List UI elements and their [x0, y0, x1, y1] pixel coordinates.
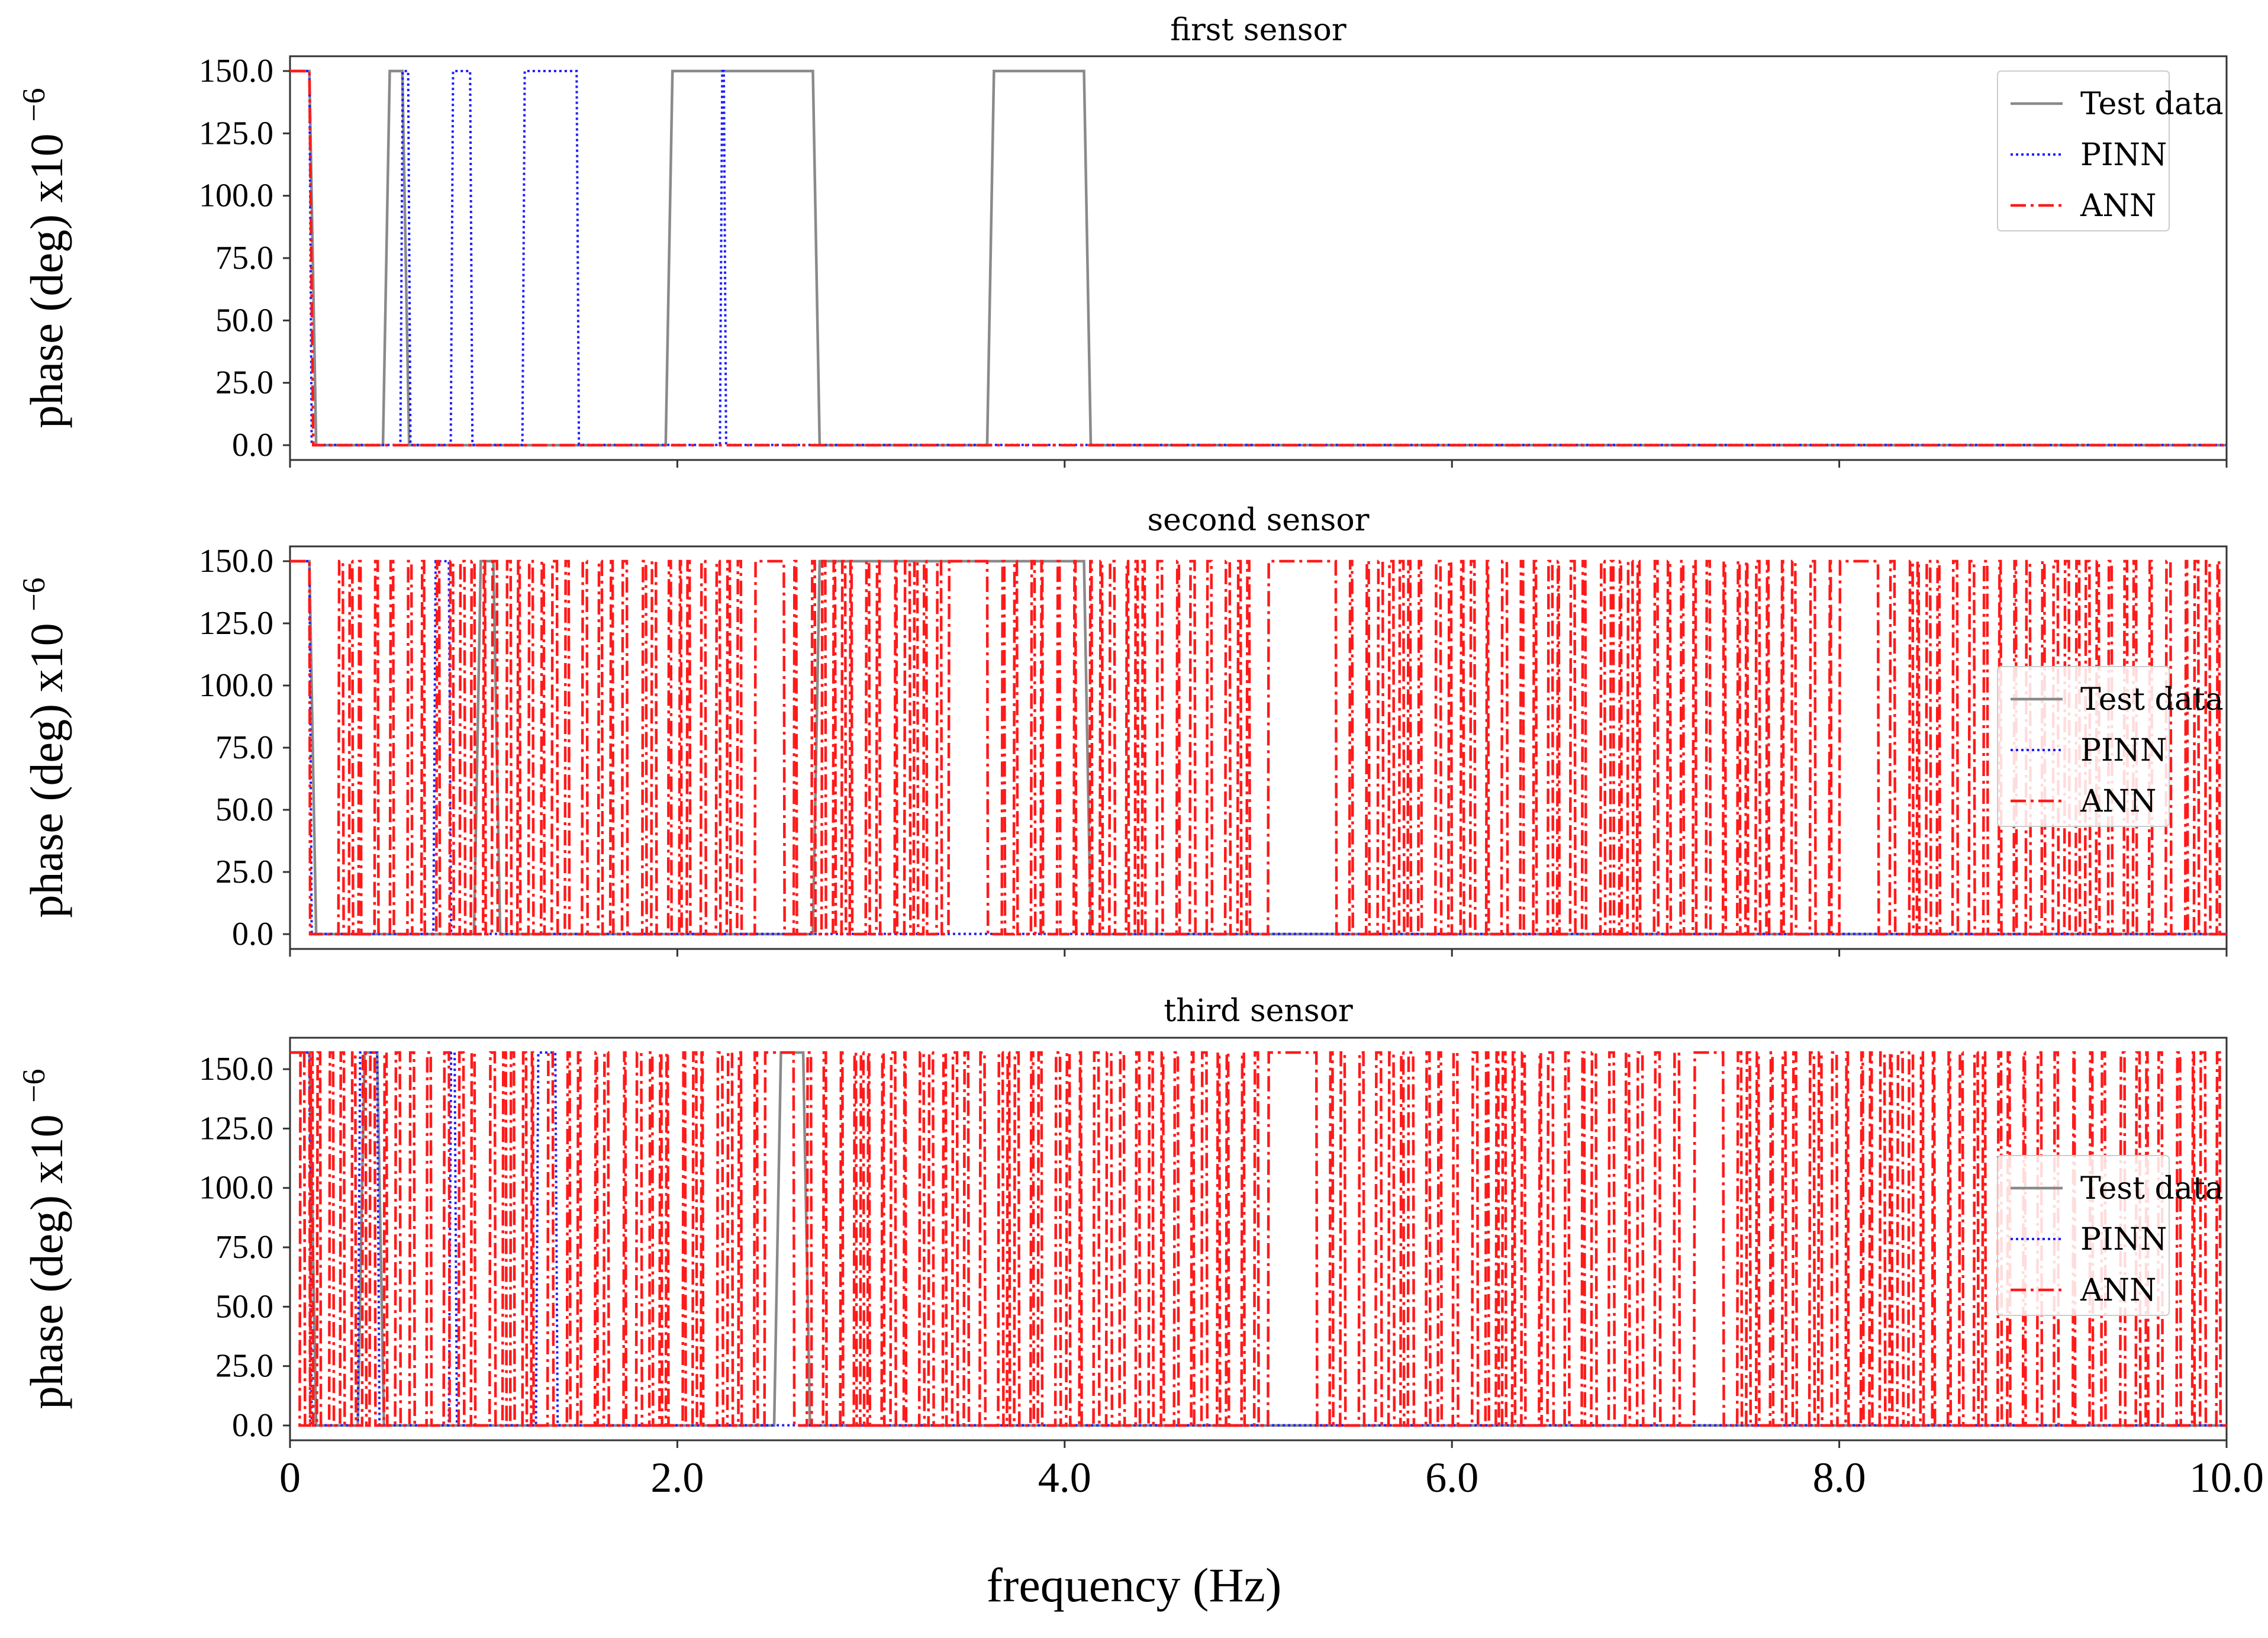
y-tick-label: 75.0: [215, 729, 273, 766]
series-ann: [290, 559, 2227, 936]
panel-title: first sensor: [1170, 12, 1346, 48]
series-test-data: [290, 1051, 2227, 1427]
legend-label: Test data: [2080, 682, 2224, 717]
x-tick-label: 6.0: [1425, 1454, 1478, 1501]
y-tick-label: 50.0: [215, 791, 273, 828]
y-tick-label: 50.0: [215, 1288, 273, 1325]
y-axis-label: phase (deg) x10 −6: [16, 1069, 72, 1409]
y-tick-label: 125.0: [199, 605, 273, 642]
series-pinn: [290, 70, 2227, 446]
y-tick-label: 75.0: [215, 1229, 273, 1266]
x-axis-label: frequency (Hz): [987, 1558, 1282, 1612]
x-tick-label: 4.0: [1038, 1454, 1091, 1501]
y-tick-label: 0.0: [232, 427, 273, 464]
panel-title: third sensor: [1164, 993, 1353, 1029]
x-tick-label: 8.0: [1813, 1454, 1866, 1501]
plot-frame: [289, 1037, 2228, 1441]
legend: Test data PINN ANN: [1997, 70, 2224, 231]
series-test-data: [290, 559, 2227, 936]
series-ann: [290, 1051, 2227, 1427]
legend-label: PINN: [2080, 733, 2167, 768]
legend-label: ANN: [2080, 188, 2157, 224]
x-tick-label: 10.0: [2189, 1454, 2264, 1501]
series-test-data: [290, 69, 2227, 447]
legend-label: PINN: [2080, 137, 2167, 173]
y-tick-label: 25.0: [215, 365, 273, 401]
y-tick-label: 150.0: [199, 1051, 273, 1087]
y-tick-label: 150.0: [199, 53, 273, 89]
panel-title: second sensor: [1148, 503, 1370, 538]
y-tick-label: 100.0: [199, 1170, 273, 1206]
y-tick-label: 75.0: [215, 240, 273, 276]
y-axis-label: phase (deg) x10 −6: [16, 577, 72, 918]
x-axis-labels: 0 2.0 4.0 6.0 8.0 10.0: [279, 1454, 2264, 1501]
panel-3: third sensor 0.0 25.0 50.0 75.0 100.0 125.0 150…: [16, 993, 2228, 1448]
series-pinn: [290, 1051, 2227, 1427]
legend-label: Test data: [2080, 86, 2224, 122]
legend: Test data PINN ANN: [1997, 666, 2224, 827]
y-axis-label: phase (deg) x10 −6: [16, 88, 72, 428]
y-tick-label: 25.0: [215, 854, 273, 890]
y-tick-label: 0.0: [232, 916, 273, 952]
legend-label: PINN: [2080, 1222, 2167, 1257]
x-tick-label: 0: [279, 1454, 301, 1501]
legend-label: Test data: [2080, 1171, 2224, 1206]
x-tick-label: 2.0: [650, 1454, 704, 1501]
y-tick-label: 125.0: [199, 1110, 273, 1147]
y-tick-label: 50.0: [215, 302, 273, 339]
legend-label: ANN: [2080, 784, 2157, 819]
panel-2: second sensor 0.0 25.0 50.0 75.0 100.0 125.0 15…: [16, 503, 2228, 957]
panel-1: first sensor 0.0 25.0 50.0 75.0 100.0 125.0 150…: [16, 12, 2228, 468]
y-tick-label: 150.0: [199, 543, 273, 580]
legend: Test data PINN ANN: [1997, 1155, 2224, 1316]
y-tick-label: 100.0: [199, 667, 273, 704]
y-tick-label: 125.0: [199, 115, 273, 152]
y-tick-label: 0.0: [232, 1407, 273, 1444]
y-tick-label: 25.0: [215, 1348, 273, 1385]
y-tick-label: 100.0: [199, 178, 273, 214]
series-ann: [290, 69, 2227, 447]
legend-label: ANN: [2080, 1273, 2157, 1308]
plot-frame: [289, 55, 2228, 461]
panels: first sensor 0.0 25.0 50.0 75.0 100.0 125.0 150…: [16, 12, 2228, 1448]
